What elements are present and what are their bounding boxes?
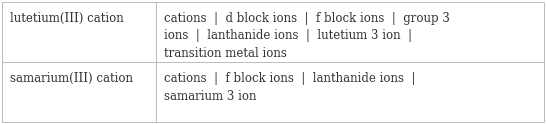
Text: samarium(III) cation: samarium(III) cation [10,72,133,85]
Text: lutetium(III) cation: lutetium(III) cation [10,12,124,25]
Text: cations  |  d block ions  |  f block ions  |  group 3
ions  |  lanthanide ions  : cations | d block ions | f block ions | … [164,12,450,60]
Text: cations  |  f block ions  |  lanthanide ions  |
samarium 3 ion: cations | f block ions | lanthanide ions… [164,72,416,103]
